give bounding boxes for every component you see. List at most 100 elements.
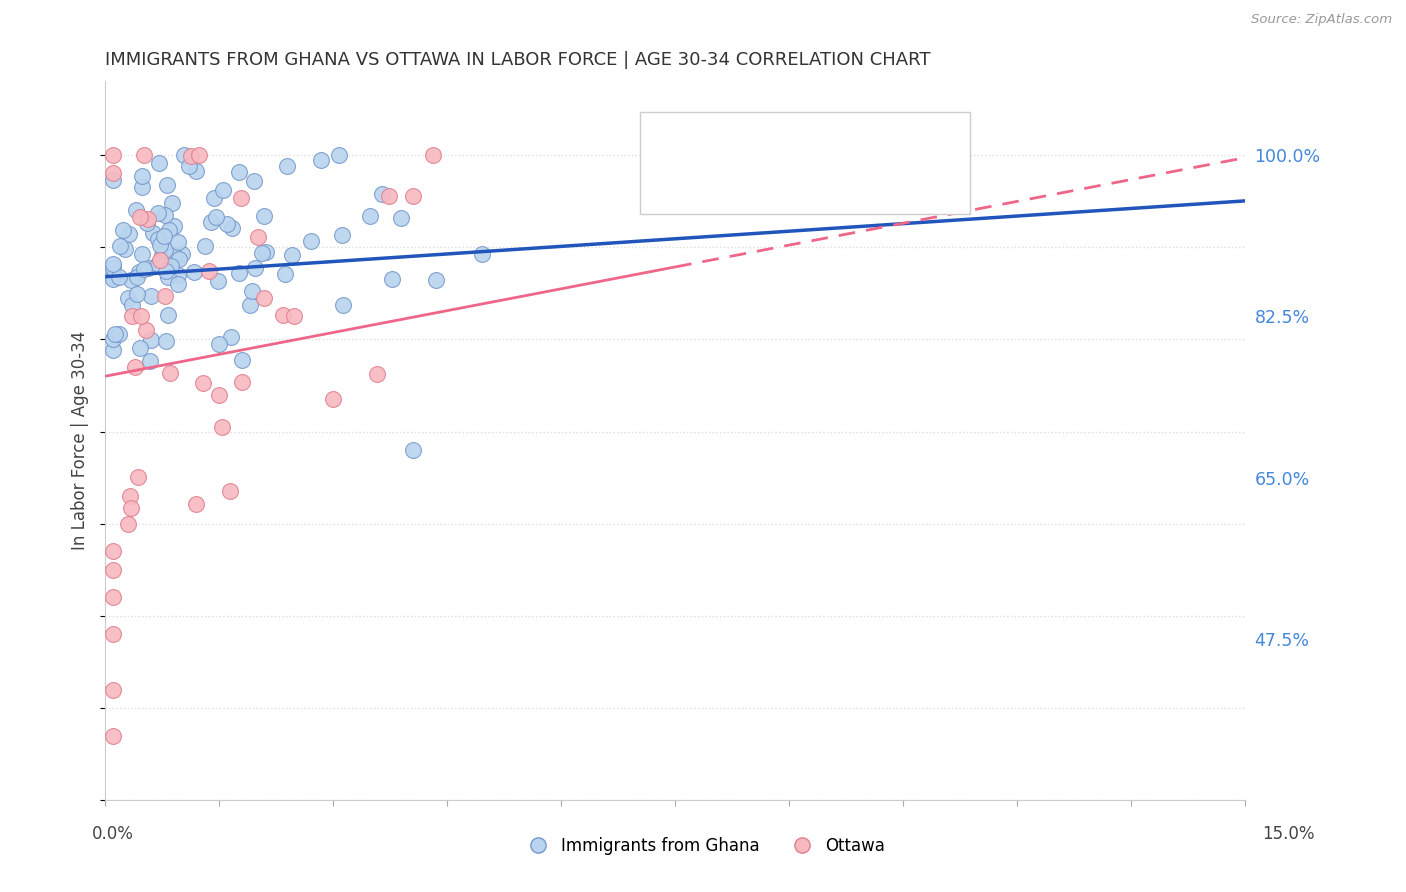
Point bbox=[132, 261, 155, 276]
Point bbox=[254, 244, 277, 259]
Point bbox=[208, 388, 231, 402]
Point bbox=[114, 242, 136, 256]
Point bbox=[101, 544, 124, 558]
Point bbox=[104, 327, 127, 342]
Point bbox=[283, 309, 305, 323]
Point bbox=[204, 191, 226, 205]
Point bbox=[129, 310, 152, 324]
Point bbox=[402, 189, 425, 203]
Text: IMMIGRANTS FROM GHANA VS OTTAWA IN LABOR FORCE | AGE 30-34 CORRELATION CHART: IMMIGRANTS FROM GHANA VS OTTAWA IN LABOR… bbox=[105, 51, 931, 69]
Point bbox=[221, 220, 243, 235]
Point bbox=[156, 269, 179, 284]
Point bbox=[150, 248, 173, 262]
Point bbox=[146, 231, 169, 245]
Point bbox=[101, 343, 124, 358]
Point bbox=[200, 215, 222, 229]
Point bbox=[149, 253, 172, 268]
Point bbox=[370, 187, 392, 202]
Point bbox=[205, 210, 228, 224]
Point bbox=[112, 223, 135, 237]
Point bbox=[118, 227, 141, 241]
Point bbox=[163, 219, 186, 233]
Point bbox=[246, 229, 269, 244]
Point bbox=[252, 246, 274, 260]
Point bbox=[160, 260, 183, 274]
Point bbox=[101, 591, 124, 605]
Point bbox=[184, 497, 207, 511]
Point bbox=[131, 247, 153, 261]
Point bbox=[322, 392, 344, 407]
Point bbox=[148, 155, 170, 169]
Point bbox=[121, 309, 143, 323]
Point bbox=[153, 229, 176, 244]
Point bbox=[121, 298, 143, 312]
Point bbox=[157, 308, 180, 322]
Point bbox=[157, 222, 180, 236]
Point bbox=[253, 209, 276, 223]
Point bbox=[146, 257, 169, 271]
Point bbox=[280, 248, 302, 262]
Point bbox=[328, 148, 350, 162]
Point bbox=[187, 148, 209, 162]
Point bbox=[108, 239, 131, 253]
Point bbox=[425, 273, 447, 287]
Point bbox=[129, 210, 152, 224]
Point bbox=[243, 260, 266, 275]
Point bbox=[180, 149, 202, 163]
Point bbox=[131, 169, 153, 183]
Text: 0.0%: 0.0% bbox=[91, 825, 134, 843]
Point bbox=[146, 206, 169, 220]
Point bbox=[142, 226, 165, 240]
Point bbox=[129, 341, 152, 355]
Point bbox=[101, 166, 124, 180]
Point bbox=[211, 420, 233, 434]
Legend: Immigrants from Ghana, Ottawa: Immigrants from Ghana, Ottawa bbox=[515, 830, 891, 862]
Point bbox=[231, 191, 253, 205]
Point bbox=[118, 489, 141, 503]
Point bbox=[198, 264, 221, 278]
Point bbox=[101, 269, 124, 284]
Point bbox=[141, 333, 163, 347]
Point bbox=[231, 375, 253, 389]
Point bbox=[389, 211, 412, 225]
Point bbox=[242, 284, 264, 298]
Point bbox=[183, 265, 205, 279]
Point bbox=[101, 563, 124, 577]
Point bbox=[212, 183, 235, 197]
Point bbox=[401, 442, 423, 457]
Point bbox=[153, 289, 176, 303]
Point bbox=[381, 271, 404, 285]
Point bbox=[173, 148, 195, 162]
Point bbox=[167, 277, 190, 291]
Point bbox=[117, 291, 139, 305]
Point bbox=[228, 165, 250, 179]
Point bbox=[101, 261, 124, 276]
Point bbox=[128, 265, 150, 279]
Point bbox=[117, 516, 139, 531]
Point bbox=[253, 291, 276, 305]
Text: R = 0.216   N = 41: R = 0.216 N = 41 bbox=[699, 179, 863, 197]
Point bbox=[149, 238, 172, 252]
Point bbox=[135, 323, 157, 337]
Point bbox=[155, 264, 177, 278]
Point bbox=[332, 298, 354, 312]
Point bbox=[127, 286, 149, 301]
Point bbox=[134, 148, 156, 162]
Point bbox=[299, 234, 322, 248]
Point bbox=[179, 159, 201, 173]
Point bbox=[228, 266, 250, 280]
Point bbox=[131, 180, 153, 194]
Point bbox=[101, 257, 124, 271]
Point bbox=[156, 178, 179, 193]
Point bbox=[135, 216, 157, 230]
Point bbox=[153, 244, 176, 258]
Point bbox=[124, 360, 146, 375]
Point bbox=[208, 336, 231, 351]
Point bbox=[127, 269, 149, 284]
Point bbox=[101, 332, 124, 346]
Point bbox=[231, 352, 253, 367]
Point bbox=[139, 289, 162, 303]
Point bbox=[191, 376, 214, 390]
Point bbox=[271, 309, 294, 323]
Point bbox=[167, 252, 190, 267]
